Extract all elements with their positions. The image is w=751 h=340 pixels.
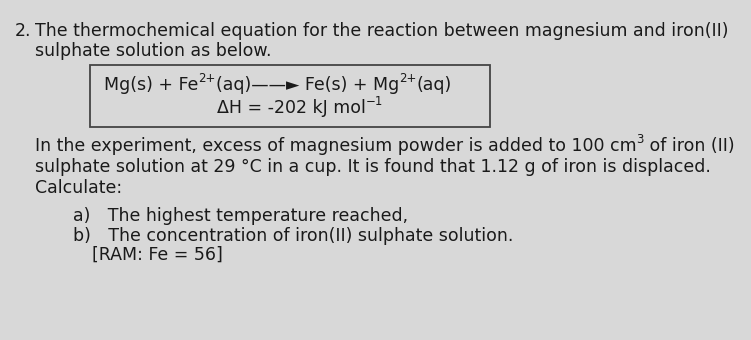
- Text: 2+: 2+: [399, 72, 416, 85]
- Text: Calculate:: Calculate:: [35, 179, 122, 197]
- Text: −1: −1: [366, 95, 383, 108]
- Bar: [90, 65, 490, 127]
- Text: sulphate solution at 29 °C in a cup. It is found that 1.12 g of iron is displace: sulphate solution at 29 °C in a cup. It …: [35, 158, 711, 176]
- Text: (aq): (aq): [416, 76, 451, 94]
- Text: b) The concentration of iron(II) sulphate solution.: b) The concentration of iron(II) sulphat…: [73, 227, 514, 245]
- Text: [RAM: Fe = 56]: [RAM: Fe = 56]: [92, 246, 223, 264]
- Text: ΔH = -202 kJ mol: ΔH = -202 kJ mol: [217, 99, 366, 117]
- Text: 3: 3: [637, 133, 644, 146]
- Text: of iron (II): of iron (II): [644, 137, 734, 155]
- Text: (aq)——► Fe(s) + Mg: (aq)——► Fe(s) + Mg: [216, 76, 399, 94]
- Text: a) The highest temperature reached,: a) The highest temperature reached,: [73, 207, 408, 225]
- Text: 2.: 2.: [15, 22, 32, 40]
- Text: The thermochemical equation for the reaction between magnesium and iron(II): The thermochemical equation for the reac…: [35, 22, 728, 40]
- Text: In the experiment, excess of magnesium powder is added to 100 cm: In the experiment, excess of magnesium p…: [35, 137, 637, 155]
- Text: Mg(s) + Fe: Mg(s) + Fe: [104, 76, 198, 94]
- Text: 2+: 2+: [198, 72, 216, 85]
- Text: sulphate solution as below.: sulphate solution as below.: [35, 42, 272, 60]
